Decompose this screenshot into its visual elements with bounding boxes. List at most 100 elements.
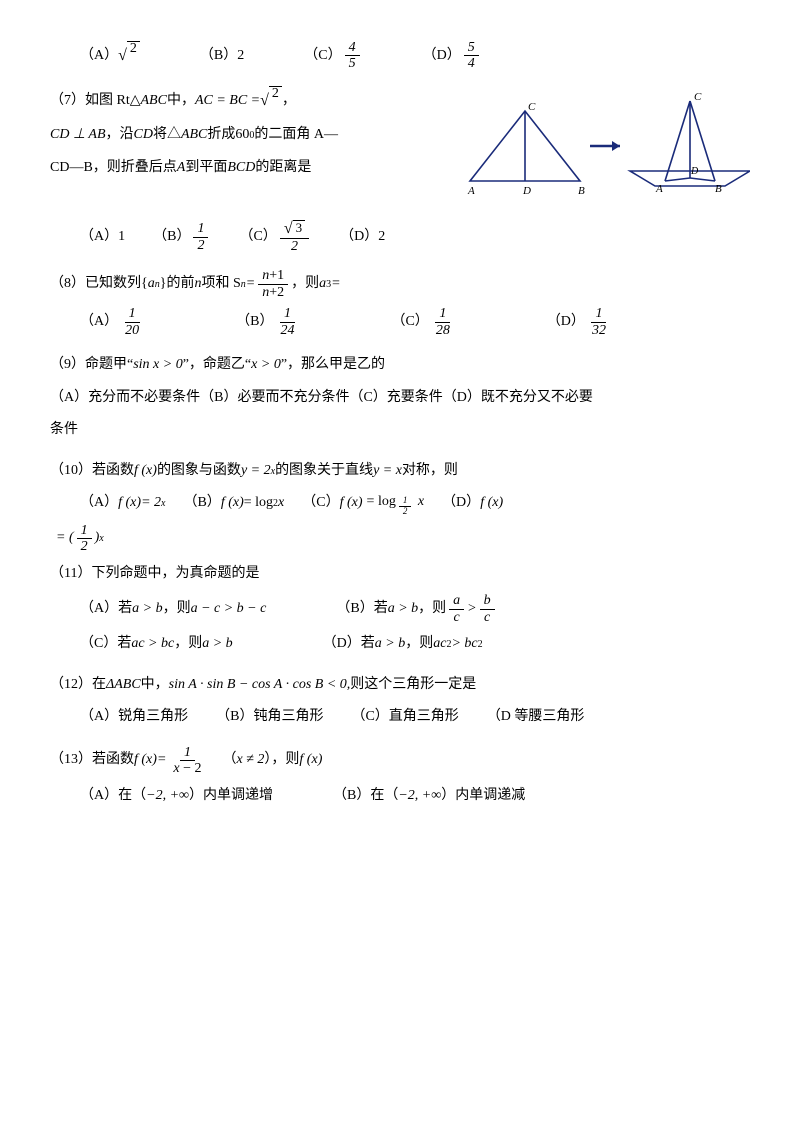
den: 2	[287, 239, 302, 254]
label: （A）在（	[80, 783, 146, 810]
frac: √3 2	[280, 220, 309, 254]
c2: a > b	[202, 631, 232, 658]
text: ），则	[264, 747, 299, 774]
plus2: +2	[269, 285, 284, 300]
num: 1	[280, 306, 295, 322]
den: 28	[432, 323, 454, 338]
q6-opt-d: （D） 54	[423, 40, 482, 72]
text: ”，那么甲是乙的	[281, 352, 385, 379]
q8-opt-a: （A）120	[80, 306, 146, 338]
svg-text:A: A	[467, 185, 475, 197]
q7-opt-b: （B） 12	[153, 221, 211, 253]
den: 4	[464, 56, 479, 71]
c1: a > b	[388, 596, 418, 623]
label: （A）若	[80, 596, 132, 623]
q12-opt-d: （D 等腰三角形	[487, 704, 585, 731]
frac: 45	[345, 40, 360, 72]
q10-opt-b: （B） f (x) = log2 x	[183, 490, 284, 517]
label: （D）若	[323, 631, 375, 658]
expr: sin A · sin B − cos A · cos B < 0,	[169, 672, 351, 699]
q9-options-b: 条件	[50, 417, 750, 444]
q11-title: （11）下列命题中，为真命题的是	[50, 561, 750, 588]
fx: f (x)	[480, 490, 503, 517]
q7: A D B C C A B D （7）如图 Rt△ ABC 中，	[50, 86, 750, 255]
arg: x	[414, 494, 424, 509]
fx: f (x)	[118, 490, 141, 517]
q12-stem: （12）在 ΔABC 中， sin A · sin B − cos A · co…	[50, 672, 750, 699]
d: 2	[399, 507, 412, 517]
y2x: y = 2	[241, 458, 271, 485]
label: （B）若	[336, 596, 387, 623]
text: 到平面	[185, 155, 227, 182]
q11-opt-d: （D）若 a > b，则 ac2 > bc2	[323, 631, 483, 658]
n: n	[194, 271, 201, 298]
c1: a > b	[375, 631, 405, 658]
num: 4	[345, 40, 360, 56]
den: 2	[193, 238, 208, 253]
frac: 54	[464, 40, 479, 72]
xneq: x ≠ 2	[237, 747, 265, 774]
eq: =	[157, 747, 166, 774]
text: 的距离是	[255, 155, 311, 182]
eq: = (	[56, 525, 74, 552]
plus1: +1	[269, 268, 284, 283]
eq: = log	[367, 494, 396, 509]
svg-text:D: D	[522, 185, 531, 197]
q9-options-a: （A）充分而不必要条件（B）必要而不充分条件（C）充要条件（D）既不充分又不必要	[50, 385, 750, 412]
q7-opt-a: （A）1	[80, 224, 125, 251]
q11-opt-c: （C）若 ac > bc，则 a > b	[80, 631, 233, 658]
comma: ，	[282, 88, 296, 115]
text: 折成	[207, 122, 235, 149]
q13-opt-b: （B）在（−2, +∞）内单调递减	[333, 783, 525, 810]
int: −2, +∞	[398, 783, 441, 810]
label: （B）	[236, 309, 273, 336]
num: 1	[591, 306, 606, 322]
den: 20	[121, 323, 143, 338]
arg: 2	[269, 86, 282, 101]
mid: ，则	[163, 596, 191, 623]
text: 的图象与函数	[157, 458, 241, 485]
q7-line3: CD—B，则折叠后点 A 到平面 BCD 的距离是	[50, 155, 452, 182]
text: （13）若函数	[50, 747, 134, 774]
q12-opt-c: （C）直角三角形	[351, 704, 458, 731]
c2: a − c > b − c	[191, 596, 267, 623]
fx: f (x)	[134, 458, 157, 485]
d: c	[480, 610, 494, 625]
q7-figure: A D B C C A B D	[460, 86, 750, 217]
q13-opt-a: （A）在（−2, +∞）内单调递增	[80, 783, 273, 810]
sub: 12	[396, 501, 415, 512]
label: （A）	[80, 490, 118, 517]
q11-opt-a: （A）若 a > b，则 a − c > b − c	[80, 596, 266, 623]
q10-options: （A） f (x) = 2x （B） f (x) = log2 x （C） f …	[80, 490, 750, 517]
frac: 124	[276, 306, 298, 338]
bcd: BCD	[227, 155, 255, 182]
text: 的二面角 A—	[254, 122, 338, 149]
mid: ，则	[405, 631, 433, 658]
q7-opt-d: （D）2	[340, 224, 385, 251]
q11-row2: （C）若 ac > bc，则 a > b （D）若 a > b，则 ac2 > …	[80, 631, 750, 658]
A: A	[177, 155, 186, 182]
svg-text:C: C	[694, 91, 702, 103]
q8-opt-c: （C）128	[391, 306, 456, 338]
m2: − 2	[180, 761, 202, 776]
q8-stem: （8）已知数列{ an }的前 n 项和 Sn = n+1 n+2 ，则 a3 …	[50, 268, 750, 300]
sixty: 60	[235, 122, 249, 149]
cdab: CD ⊥ AB	[50, 122, 106, 149]
q13-options: （A）在（−2, +∞）内单调递增 （B）在（−2, +∞）内单调递减	[80, 783, 750, 810]
num: 1	[125, 306, 140, 322]
text: （10）若函数	[50, 458, 134, 485]
svg-text:B: B	[578, 185, 585, 197]
text: CD—B，则折叠后点	[50, 155, 177, 182]
num: √3	[280, 220, 309, 239]
n: a	[449, 593, 464, 609]
text: 中，	[167, 88, 195, 115]
den: n+2	[258, 285, 288, 300]
frac: 12	[193, 221, 208, 253]
den: 2	[77, 539, 92, 554]
text: （9）命题甲“	[50, 352, 133, 379]
abc: ABC	[141, 88, 167, 115]
label: （C）	[302, 490, 339, 517]
q7-line1: （7）如图 Rt△ ABC 中， AC = BC = √2 ，	[50, 86, 452, 116]
q11-row1: （A）若 a > b，则 a − c > b − c （B）若 a > b，则 …	[80, 593, 750, 625]
a3: a	[319, 271, 326, 298]
